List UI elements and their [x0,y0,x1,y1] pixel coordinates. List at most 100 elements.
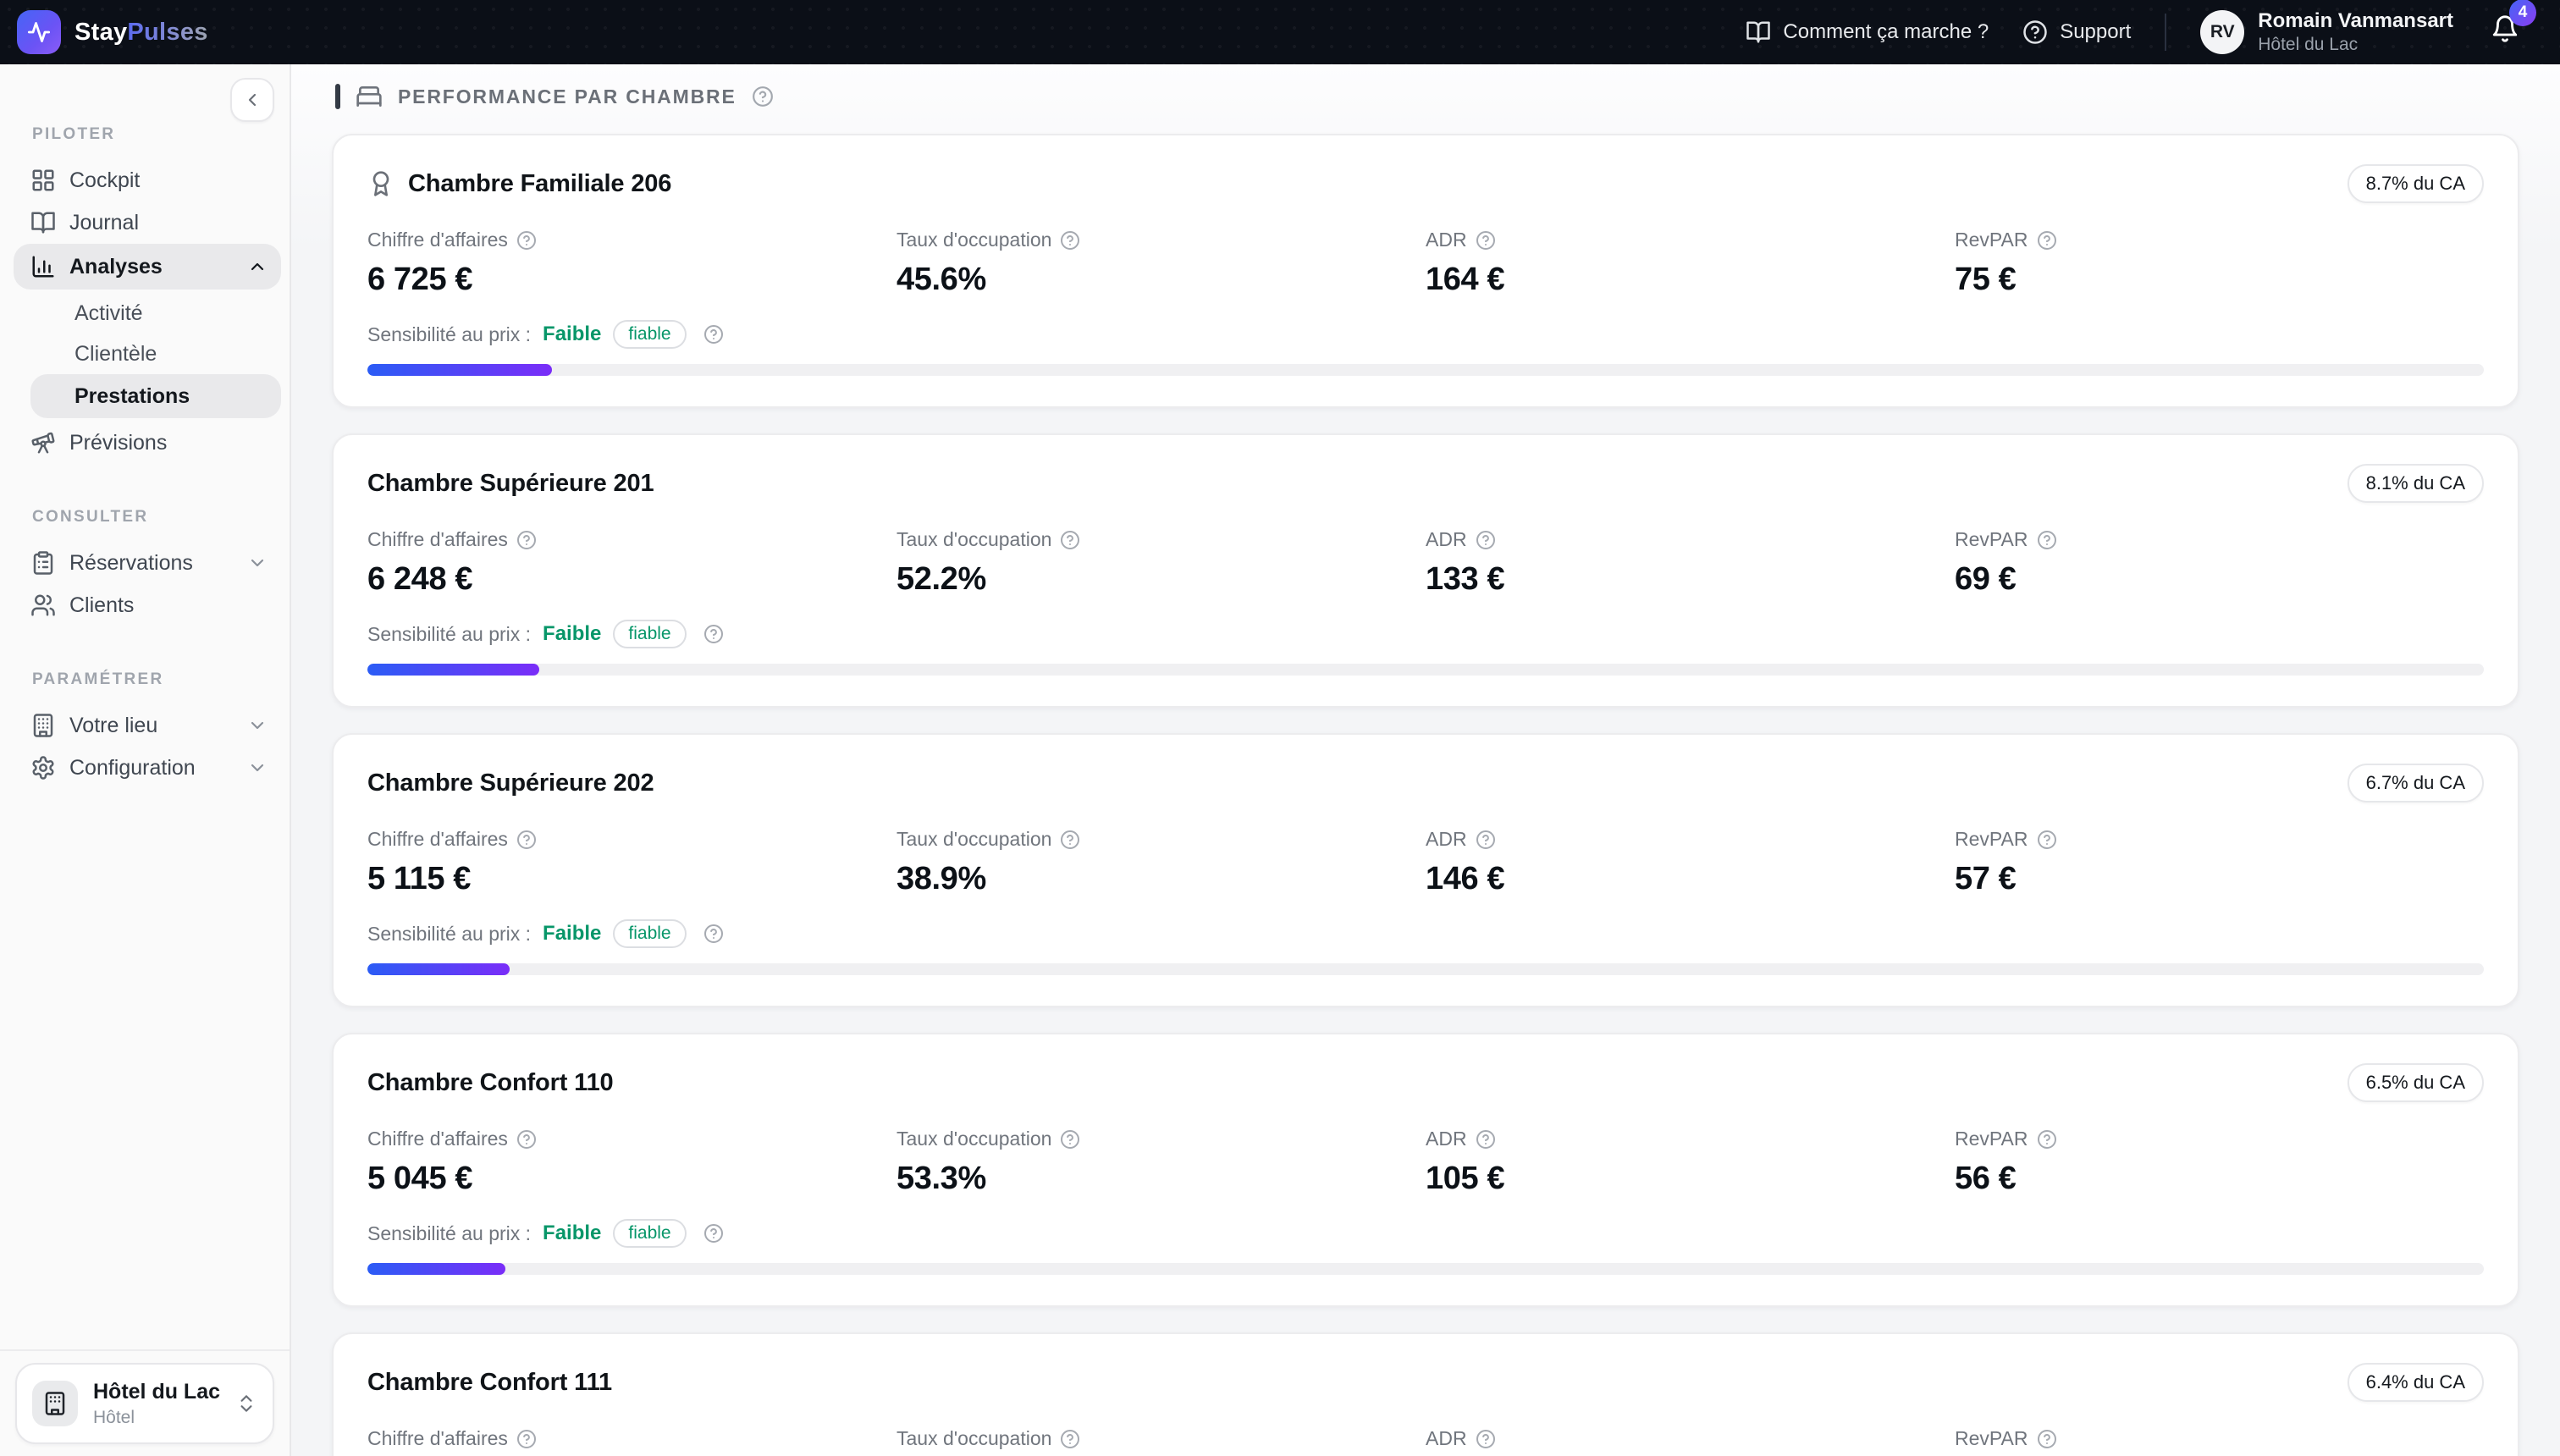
metric-revpar: RevPAR 75 € [1955,229,2484,298]
help-circle-icon[interactable] [2037,530,2057,550]
metric-value-revenue: 6 248 € [367,561,473,597]
org-type: Hôtel [93,1407,135,1427]
revenue-share-track [367,963,2484,975]
help-circle-icon[interactable] [2037,230,2057,251]
sidebar-collapse-button[interactable] [230,78,274,122]
metric-label: ADR [1426,229,1467,251]
metric-label: RevPAR [1955,229,2028,251]
sidebar-item-votre-lieu[interactable]: Votre lieu [14,704,281,747]
help-circle-icon[interactable] [1476,830,1496,850]
sidebar-item-label: Clients [69,593,135,617]
help-circle-icon[interactable] [516,230,537,251]
help-circle-icon[interactable] [516,1129,537,1150]
room-performance-card: Chambre Supérieure 202 6.7% du CA Chiffr… [332,733,2519,1007]
metric-revpar: RevPAR 56 € [1955,1128,2484,1197]
metric-value-occupancy: 53.3% [897,1161,986,1196]
sidebar-item-previsions[interactable]: Prévisions [14,422,281,464]
chevron-up-icon [247,256,268,277]
sidebar-subitem-label: Prestations [74,383,190,408]
sidebar-item-clients[interactable]: Clients [14,584,281,626]
sidebar-item-analyses[interactable]: Analyses [14,244,281,290]
room-name: Chambre Familiale 206 [408,169,672,197]
revenue-share-badge: 8.1% du CA [2347,464,2484,503]
metric-label: ADR [1426,528,1467,550]
help-circle-icon[interactable] [516,530,537,550]
help-circle-icon[interactable] [1476,230,1496,251]
help-circle-icon[interactable] [1060,530,1080,550]
metric-label: ADR [1426,1128,1467,1150]
sidebar-subitem-clientele[interactable]: Clientèle [30,334,281,374]
nav-section-consulter: CONSULTER [32,508,149,526]
metric-label: RevPAR [1955,1427,2028,1449]
sidebar-item-configuration[interactable]: Configuration [14,747,281,789]
help-circle-icon[interactable] [703,924,724,944]
help-circle-icon [2022,19,2048,45]
revenue-share-track [367,664,2484,676]
sidebar-footer: Hôtel du Lac Hôtel [0,1349,290,1456]
help-circle-icon[interactable] [2037,1129,2057,1150]
support-link[interactable]: Support [2022,19,2131,45]
metric-value-revpar: 57 € [1955,861,2017,896]
metric-label: ADR [1426,1427,1467,1449]
sidebar-item-reservations[interactable]: Réservations [14,542,281,584]
room-name: Chambre Supérieure 201 [367,469,654,497]
sensitivity-label: Sensibilité au prix : [367,922,532,945]
revenue-share-bar [367,963,510,975]
metric-revenue: Chiffre d'affaires 5 045 € [367,1128,897,1197]
brand[interactable]: StayPulses [17,10,208,54]
how-it-works-link[interactable]: Comment ça marche ? [1746,19,1989,45]
metric-value-adr: 133 € [1426,561,1505,597]
help-circle-icon[interactable] [1060,830,1080,850]
layout-grid-icon [30,168,56,193]
metric-label: Chiffre d'affaires [367,229,508,251]
metric-adr: ADR 105 € [1426,1128,1955,1197]
help-circle-icon[interactable] [752,85,774,108]
revenue-share-bar [367,364,552,376]
help-circle-icon[interactable] [1476,1129,1496,1150]
revenue-share-track [367,1263,2484,1275]
price-sensitivity-row: Sensibilité au prix : Faible fiable [367,919,2484,948]
sidebar-item-cockpit[interactable]: Cockpit [14,159,281,201]
help-circle-icon[interactable] [703,324,724,345]
sensitivity-label: Sensibilité au prix : [367,622,532,645]
telescope-icon [30,430,56,455]
brand-name: StayPulses [74,18,208,46]
metric-label: RevPAR [1955,828,2028,850]
metric-value-revpar: 56 € [1955,1161,2017,1196]
revenue-share-badge: 6.4% du CA [2347,1363,2484,1402]
help-circle-icon[interactable] [1476,530,1496,550]
room-performance-card: Chambre Familiale 206 8.7% du CA Chiffre… [332,134,2519,408]
help-circle-icon[interactable] [1060,1429,1080,1449]
sidebar-item-journal[interactable]: Journal [14,201,281,244]
help-circle-icon[interactable] [2037,1429,2057,1449]
sidebar-subitem-activite[interactable]: Activité [30,293,281,334]
bar-chart-icon [30,254,56,279]
help-circle-icon[interactable] [1060,230,1080,251]
help-circle-icon[interactable] [516,1429,537,1449]
help-circle-icon[interactable] [703,624,724,644]
sidebar-subitem-label: Activité [74,301,143,325]
topbar-divider [2165,14,2167,51]
help-circle-icon[interactable] [516,830,537,850]
sidebar-item-label: Votre lieu [69,713,158,737]
reliability-badge: fiable [613,620,687,648]
org-switcher[interactable]: Hôtel du Lac Hôtel [15,1363,274,1444]
notifications-button[interactable]: 4 [2491,0,2536,50]
help-circle-icon[interactable] [2037,830,2057,850]
building-icon [30,713,56,738]
help-circle-icon[interactable] [1476,1429,1496,1449]
sidebar-item-label: Cockpit [69,168,141,192]
sidebar-item-label: Prévisions [69,430,168,455]
user-menu[interactable]: RV Romain Vanmansart Hôtel du Lac [2200,8,2453,56]
metric-revpar: RevPAR 69 € [1955,528,2484,598]
user-name: Romain Vanmansart [2258,8,2453,32]
metric-revenue: Chiffre d'affaires 6 725 € [367,229,897,298]
metric-label: Chiffre d'affaires [367,828,508,850]
reliability-badge: fiable [613,1219,687,1248]
help-circle-icon[interactable] [1060,1129,1080,1150]
nav-section-parametrer: PARAMÉTRER [32,670,164,688]
sensitivity-value: Faible [543,323,602,345]
revenue-share-bar [367,1263,505,1275]
sidebar-subitem-prestations[interactable]: Prestations [30,374,281,418]
help-circle-icon[interactable] [703,1223,724,1244]
